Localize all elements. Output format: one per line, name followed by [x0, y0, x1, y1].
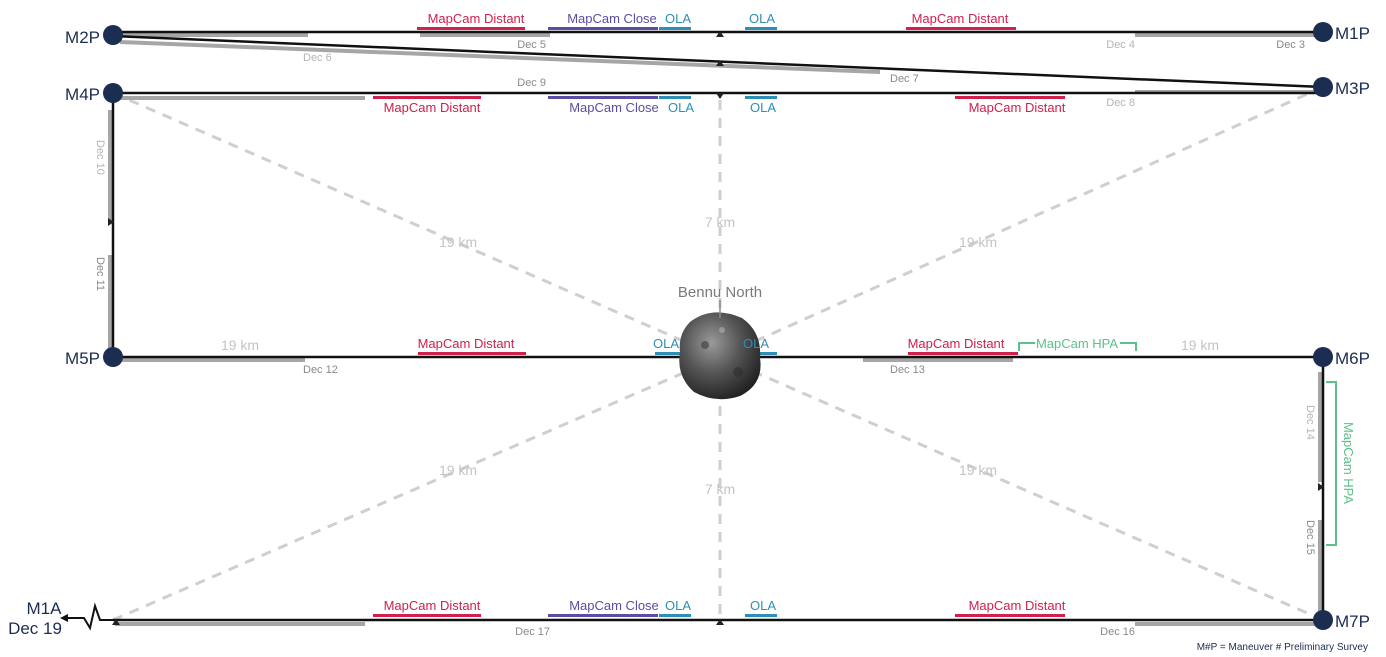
obs-label-ola: OLA: [668, 100, 694, 115]
date-dec8: Dec 8: [1106, 97, 1135, 109]
mapcam-close-bar: [548, 96, 658, 99]
node-m1p: [1313, 22, 1333, 42]
obs-label-ola: OLA: [750, 100, 776, 115]
mapcam-distant-bar: [373, 614, 481, 617]
ola-bar: [745, 27, 777, 30]
dist-lower-right: 19 km: [959, 462, 997, 478]
node-labels: M2P M1P M4P M3P M5P M6P M7P M1A Dec 19: [8, 24, 1370, 638]
obs-label-ola: OLA: [665, 11, 691, 26]
dist-mid-right: 19 km: [1181, 337, 1219, 353]
obs-label-mapcam-distant: MapCam Distant: [969, 100, 1066, 115]
date-dec15: Dec 15: [1304, 520, 1316, 555]
dist-bottom: 7 km: [705, 481, 735, 497]
label-m1a-date: Dec 19: [8, 619, 62, 638]
mapcam-distant-bar: [906, 27, 1016, 30]
date-dec7: Dec 7: [890, 73, 919, 85]
date-dec14: Dec 14: [1304, 405, 1316, 440]
label-m6p: M6P: [1335, 349, 1370, 368]
date-dec11: Dec 11: [94, 257, 106, 291]
obs-label-mapcam-distant: MapCam Distant: [912, 11, 1009, 26]
ola-bar: [659, 27, 691, 30]
node-m5p: [103, 347, 123, 367]
mapcam-hpa-brackets: [1018, 342, 1337, 546]
footnote: M#P = Maneuver # Preliminary Survey: [1197, 642, 1368, 653]
date-dec4: Dec 4: [1106, 39, 1135, 51]
distance-labels: 19 km 19 km 19 km 19 km 7 km 7 km 19 km …: [221, 214, 1219, 497]
mapcam-distant-bar: [418, 352, 526, 355]
obs-label-ola: OLA: [750, 598, 776, 613]
ola-bar: [655, 352, 687, 355]
date-dec16: Dec 16: [1100, 626, 1135, 638]
ola-bar: [659, 96, 691, 99]
asteroid-bennu: [679, 300, 761, 400]
label-m4p: M4P: [65, 85, 100, 104]
observation-labels: MapCam Distant MapCam Close OLA OLA MapC…: [384, 11, 1356, 613]
ola-bar: [745, 96, 777, 99]
label-m1a: M1A: [27, 599, 63, 618]
ola-bar: [745, 614, 777, 617]
date-dec6: Dec 6: [303, 52, 332, 64]
obs-label-mapcam-distant: MapCam Distant: [384, 100, 481, 115]
obs-label-mapcam-hpa: MapCam HPA: [1341, 422, 1356, 504]
direction-arrows: [108, 31, 1324, 625]
lightning-arrow-icon: [66, 602, 113, 631]
mapcam-distant-bar: [417, 27, 525, 30]
dist-mid-left: 19 km: [221, 337, 259, 353]
mapcam-distant-bar: [955, 96, 1065, 99]
mapcam-close-bar: [548, 27, 658, 30]
ola-bar: [659, 614, 691, 617]
date-dec13: Dec 13: [890, 364, 925, 376]
label-m7p: M7P: [1335, 612, 1370, 631]
node-m6p: [1313, 347, 1333, 367]
dist-upper-left: 19 km: [439, 234, 477, 250]
obs-label-mapcam-distant: MapCam Distant: [428, 11, 525, 26]
date-dec3: Dec 3: [1276, 39, 1305, 51]
obs-label-ola: OLA: [665, 598, 691, 613]
date-dec10: Dec 10: [94, 140, 106, 175]
exit-path: [60, 602, 113, 631]
obs-label-mapcam-distant: MapCam Distant: [418, 336, 515, 351]
node-m4p: [103, 83, 123, 103]
obs-label-mapcam-hpa: MapCam HPA: [1036, 336, 1118, 351]
ola-bar: [745, 352, 777, 355]
label-m1p: M1P: [1335, 24, 1370, 43]
node-m7p: [1313, 610, 1333, 630]
date-labels: Dec 3 Dec 4 Dec 5 Dec 6 Dec 7 Dec 8 Dec …: [94, 39, 1316, 638]
date-dec17: Dec 17: [515, 626, 550, 638]
date-dec5: Dec 5: [517, 39, 546, 51]
mapcam-distant-bar: [908, 352, 1018, 355]
obs-label-ola: OLA: [749, 11, 775, 26]
label-m5p: M5P: [65, 349, 100, 368]
obs-label-ola: OLA: [743, 336, 769, 351]
obs-label-ola: OLA: [653, 336, 679, 351]
dist-top: 7 km: [705, 214, 735, 230]
label-m2p: M2P: [65, 28, 100, 47]
obs-label-mapcam-close: MapCam Close: [569, 100, 659, 115]
date-dec9: Dec 9: [517, 77, 546, 89]
date-dec12: Dec 12: [303, 364, 338, 376]
obs-label-mapcam-close: MapCam Close: [567, 11, 657, 26]
obs-label-mapcam-distant: MapCam Distant: [969, 598, 1066, 613]
mapcam-distant-bar: [373, 96, 481, 99]
dist-upper-right: 19 km: [959, 234, 997, 250]
obs-label-mapcam-close: MapCam Close: [569, 598, 659, 613]
node-m3p: [1313, 77, 1333, 97]
obs-label-mapcam-distant: MapCam Distant: [384, 598, 481, 613]
node-m2p: [103, 25, 123, 45]
mapcam-distant-bar: [955, 614, 1065, 617]
mapcam-close-bar: [548, 614, 658, 617]
dist-lower-left: 19 km: [439, 462, 477, 478]
maneuver-nodes: [103, 22, 1333, 630]
target-label: Bennu North: [678, 284, 762, 301]
obs-label-mapcam-distant: MapCam Distant: [908, 336, 1005, 351]
label-m3p: M3P: [1335, 79, 1370, 98]
observation-bars: [373, 27, 1065, 617]
